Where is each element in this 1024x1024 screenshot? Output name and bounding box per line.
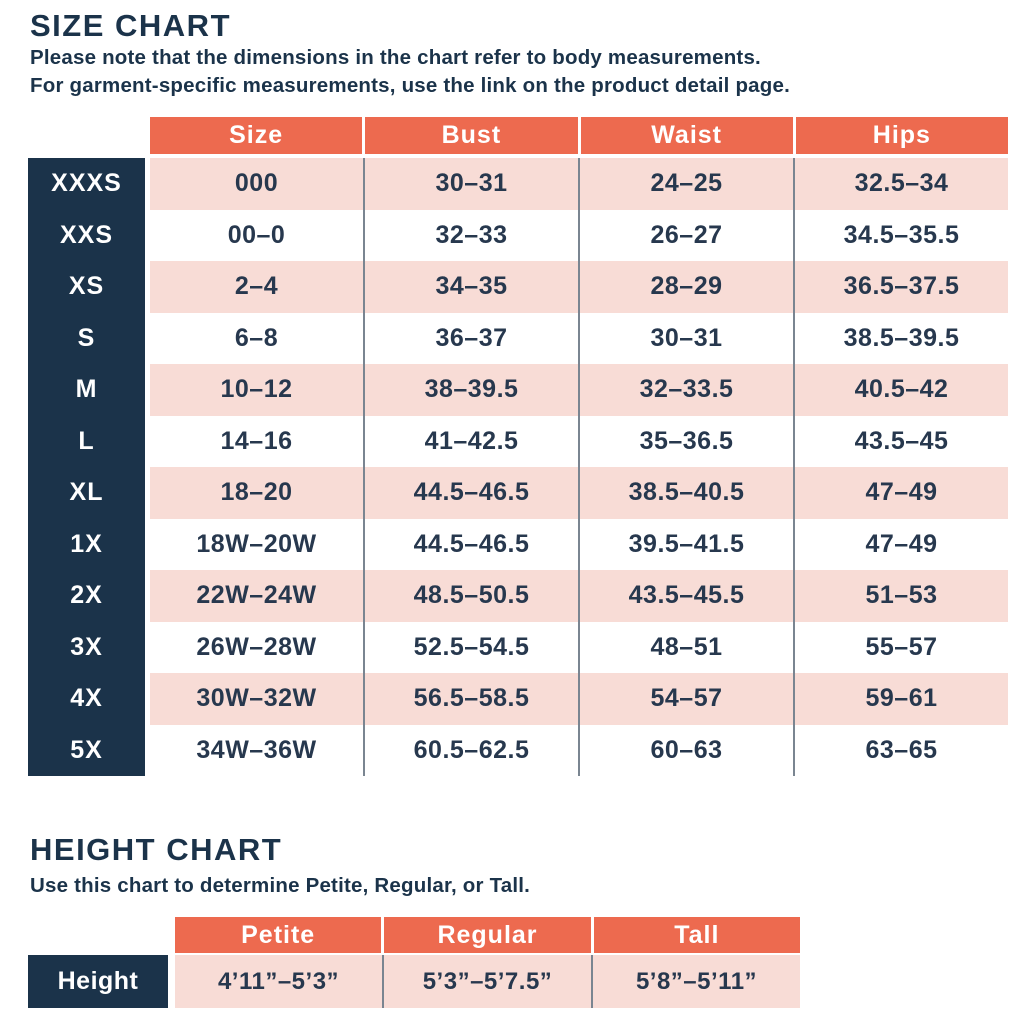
cell-hips: 55–57 [793, 621, 1008, 673]
header-cell-tall: Tall [593, 917, 800, 953]
size-table-body: XXXS 000 30–31 24–25 32.5–34 XXS 00–0 32… [28, 158, 1008, 776]
row-label: XL [28, 467, 145, 519]
row-label: 5X [28, 724, 145, 776]
table-row: S 6–8 36–37 30–31 38.5–39.5 [28, 312, 1008, 364]
cell-bust: 48.5–50.5 [363, 570, 578, 622]
cell-bust: 44.5–46.5 [363, 518, 578, 570]
table-row: 4X 30W–32W 56.5–58.5 54–57 59–61 [28, 673, 1008, 725]
cell-waist: 26–27 [578, 209, 793, 261]
cell-tall-height: 5’8”–5’11” [591, 955, 800, 1008]
cell-waist: 60–63 [578, 724, 793, 776]
height-table-header: Petite Regular Tall [175, 917, 800, 953]
height-chart-title: HEIGHT CHART [30, 832, 283, 867]
cell-bust: 32–33 [363, 209, 578, 261]
cell-size: 18–20 [220, 478, 293, 507]
row-label: M [28, 364, 145, 416]
row-label: 4X [28, 673, 145, 725]
cell-bust: 34–35 [363, 261, 578, 313]
cell-hips: 47–49 [793, 467, 1008, 519]
table-row: XL 18–20 44.5–46.5 38.5–40.5 47–49 [28, 467, 1008, 519]
cell-size: 2–4 [234, 272, 279, 301]
cell-size: 000 [234, 169, 279, 198]
cell-size: 10–12 [220, 375, 293, 404]
cell-bust: 44.5–46.5 [363, 467, 578, 519]
cell-petite-height: 4’11”–5’3” [217, 967, 340, 995]
row-label: L [28, 415, 145, 467]
size-chart-title: SIZE CHART [30, 8, 231, 43]
cell-waist: 39.5–41.5 [578, 518, 793, 570]
table-row: XXS 00–0 32–33 26–27 34.5–35.5 [28, 209, 1008, 261]
table-row: L 14–16 41–42.5 35–36.5 43.5–45 [28, 415, 1008, 467]
cell-waist: 28–29 [578, 261, 793, 313]
cell-hips: 36.5–37.5 [793, 261, 1008, 313]
table-row: M 10–12 38–39.5 32–33.5 40.5–42 [28, 364, 1008, 416]
cell-hips: 63–65 [793, 724, 1008, 776]
table-row: 2X 22W–24W 48.5–50.5 43.5–45.5 51–53 [28, 570, 1008, 622]
header-cell-petite: Petite [175, 917, 382, 953]
row-label: S [28, 312, 145, 364]
cell-waist: 54–57 [578, 673, 793, 725]
cell-waist: 38.5–40.5 [578, 467, 793, 519]
height-chart-note: Use this chart to determine Petite, Regu… [30, 874, 531, 897]
cell-hips: 59–61 [793, 673, 1008, 725]
cell-bust: 30–31 [363, 158, 578, 210]
header-cell-regular: Regular [384, 917, 591, 953]
row-label: 2X [28, 570, 145, 622]
row-label: XXXS [28, 158, 145, 210]
cell-size: 30W–32W [196, 684, 317, 713]
header-cell-waist: Waist [580, 117, 793, 154]
cell-bust: 41–42.5 [363, 415, 578, 467]
cell-waist: 32–33.5 [578, 364, 793, 416]
table-row: XXXS 000 30–31 24–25 32.5–34 [28, 158, 1008, 210]
cell-regular-height: 5’3”–5’7.5” [382, 955, 591, 1008]
cell-bust: 38–39.5 [363, 364, 578, 416]
cell-size: 18W–20W [196, 529, 317, 558]
cell-hips: 51–53 [793, 570, 1008, 622]
cell-size: 14–16 [220, 426, 293, 455]
row-label-height: Height [28, 955, 168, 1008]
cell-waist: 24–25 [578, 158, 793, 210]
cell-size: 00–0 [227, 220, 286, 249]
cell-hips: 43.5–45 [793, 415, 1008, 467]
table-row: 3X 26W–28W 52.5–54.5 48–51 55–57 [28, 621, 1008, 673]
table-row: 1X 18W–20W 44.5–46.5 39.5–41.5 47–49 [28, 518, 1008, 570]
cell-hips: 38.5–39.5 [793, 312, 1008, 364]
cell-size: 26W–28W [196, 632, 317, 661]
size-table-header: Size Bust Waist Hips [150, 117, 1008, 154]
header-cell-bust: Bust [365, 117, 578, 154]
row-label: 3X [28, 621, 145, 673]
row-label: 1X [28, 518, 145, 570]
cell-bust: 56.5–58.5 [363, 673, 578, 725]
cell-waist: 43.5–45.5 [578, 570, 793, 622]
cell-waist: 30–31 [578, 312, 793, 364]
table-row: XS 2–4 34–35 28–29 36.5–37.5 [28, 261, 1008, 313]
table-row: 5X 34W–36W 60.5–62.5 60–63 63–65 [28, 724, 1008, 776]
size-chart-note-line2: For garment-specific measurements, use t… [30, 74, 790, 97]
cell-hips: 47–49 [793, 518, 1008, 570]
height-table-body: Height 4’11”–5’3” 5’3”–5’7.5” 5’8”–5’11” [28, 955, 800, 1008]
cell-size: 22W–24W [196, 581, 317, 610]
cell-waist: 35–36.5 [578, 415, 793, 467]
header-cell-size: Size [150, 117, 363, 154]
row-label: XS [28, 261, 145, 313]
cell-bust: 60.5–62.5 [363, 724, 578, 776]
cell-hips: 32.5–34 [793, 158, 1008, 210]
cell-size: 6–8 [234, 323, 279, 352]
header-cell-hips: Hips [795, 117, 1008, 154]
cell-hips: 40.5–42 [793, 364, 1008, 416]
cell-hips: 34.5–35.5 [793, 209, 1008, 261]
cell-bust: 52.5–54.5 [363, 621, 578, 673]
size-chart-note-line1: Please note that the dimensions in the c… [30, 46, 761, 69]
cell-waist: 48–51 [578, 621, 793, 673]
cell-size: 34W–36W [196, 735, 317, 764]
cell-bust: 36–37 [363, 312, 578, 364]
row-label: XXS [28, 209, 145, 261]
